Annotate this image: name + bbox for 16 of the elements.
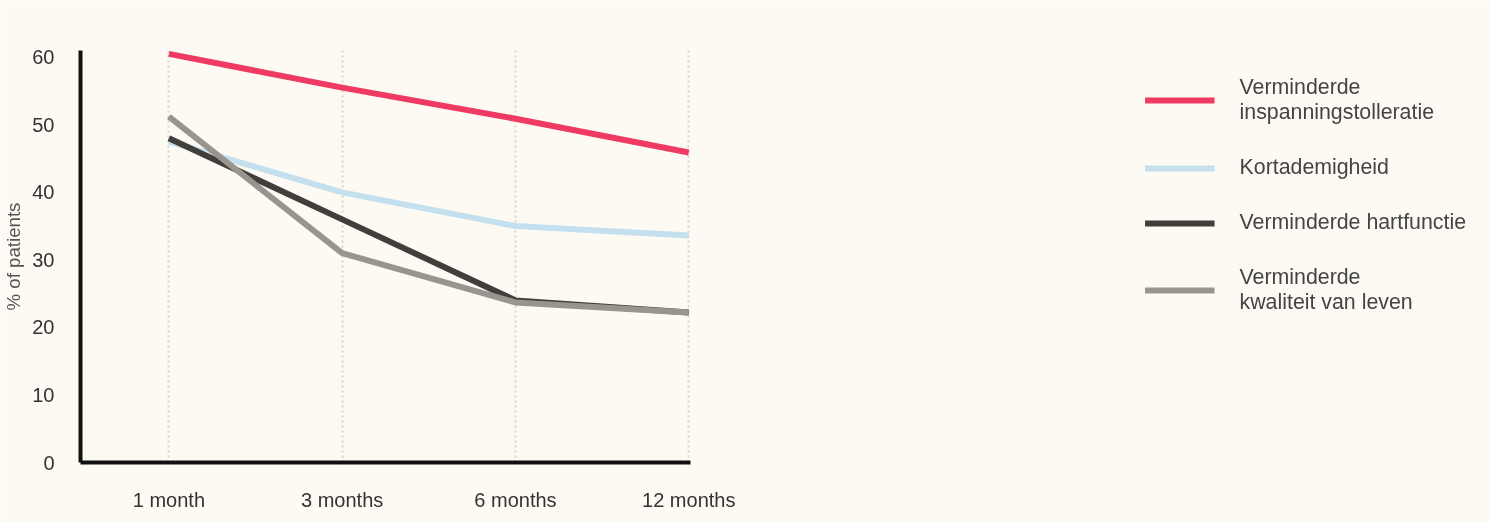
y-tick-label: 60	[32, 46, 55, 69]
y-tick-label: 30	[32, 248, 55, 271]
legend-label: Verminderde hartfunctie	[1239, 210, 1466, 235]
x-tick-label: 3 months	[301, 488, 384, 511]
legend-label: Kortademigheid	[1239, 155, 1389, 180]
x-tick-label: 1 month	[132, 488, 206, 511]
y-tick-label: 20	[32, 316, 55, 339]
y-tick-label: 50	[32, 113, 55, 136]
y-tick-label: 10	[32, 383, 55, 406]
y-tick-label: 0	[43, 451, 55, 474]
y-axis-title: % of patients	[3, 202, 25, 311]
legend-label: Verminderde kwaliteit van leven	[1239, 265, 1413, 315]
x-tick-label: 12 months	[642, 488, 736, 511]
legend-label: Verminderde inspanningstolleratie	[1239, 75, 1434, 125]
x-tick-label: 6 months	[474, 488, 557, 511]
y-tick-label: 40	[32, 181, 55, 204]
